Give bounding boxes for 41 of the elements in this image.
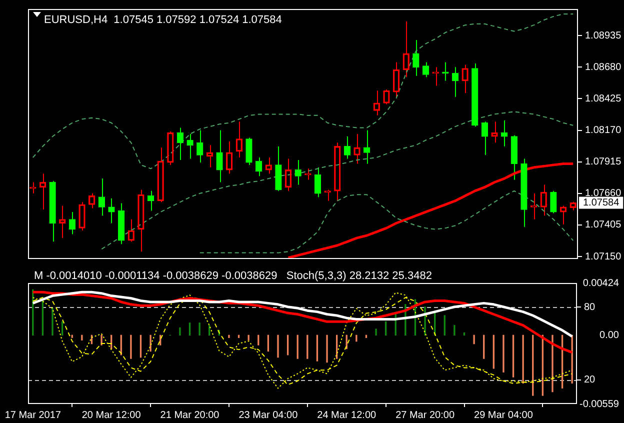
- y2-tick-label: 0.00: [600, 330, 620, 341]
- y2-tick-label: -0.00559: [580, 398, 620, 410]
- y-tick-label: 80: [584, 302, 596, 313]
- candlestick: [118, 202, 125, 245]
- x-tick-label: 21 Mar 20:00: [160, 410, 220, 421]
- y-tick-label: 1.08935: [585, 30, 622, 42]
- candlestick: [49, 180, 56, 242]
- x-tick-label: 29 Mar 04:00: [474, 410, 534, 421]
- x-tick-label: 27 Mar 20:00: [396, 410, 455, 421]
- candlestick: [412, 39, 420, 76]
- y-tick-label: 20: [584, 374, 596, 386]
- text: 1.07584: [583, 198, 620, 209]
- candlestick: [275, 146, 282, 192]
- candlestick: [364, 130, 370, 164]
- candlestick: [520, 158, 528, 228]
- y-tick-label: 1.07915: [585, 156, 622, 168]
- candlestick: [501, 120, 508, 147]
- candlestick: [510, 134, 518, 180]
- x-tick-label: 23 Mar 04:00: [238, 410, 298, 421]
- line-series: [32, 13, 574, 170]
- y-tick-label: 1.08425: [585, 93, 622, 104]
- x-tick-label: 20 Mar 12:00: [82, 410, 142, 421]
- candlestick: [481, 121, 488, 156]
- candlestick: [294, 159, 302, 186]
- line-series: [101, 111, 574, 250]
- y-tick-label: 1.08680: [585, 62, 622, 73]
- line-series: [199, 190, 574, 254]
- chart-title: M -0.0014010 -0.0001134 -0.0038629 -0.0038629 Stoch(5,3,3) 28.2132 25.3482: [34, 270, 432, 282]
- candlestick: [108, 198, 115, 224]
- candlestick: [314, 166, 322, 198]
- candlestick: [196, 130, 204, 163]
- candlestick: [186, 134, 194, 160]
- text: EURUSD,H4 1.07545 1.07592 1.07524 1.07584: [44, 14, 282, 26]
- y-tick-label: 1.07660: [585, 188, 622, 200]
- y-tick-label: 1.07150: [585, 251, 622, 262]
- y2-tick-label: 0.00424: [582, 278, 620, 289]
- y-tick-label: 1.07405: [585, 220, 622, 231]
- candlestick: [216, 130, 223, 183]
- x-tick-label: 17 Mar 2017: [4, 410, 62, 421]
- x-tick-label: 24 Mar 12:00: [317, 410, 377, 421]
- y-tick-label: 1.08170: [585, 125, 622, 136]
